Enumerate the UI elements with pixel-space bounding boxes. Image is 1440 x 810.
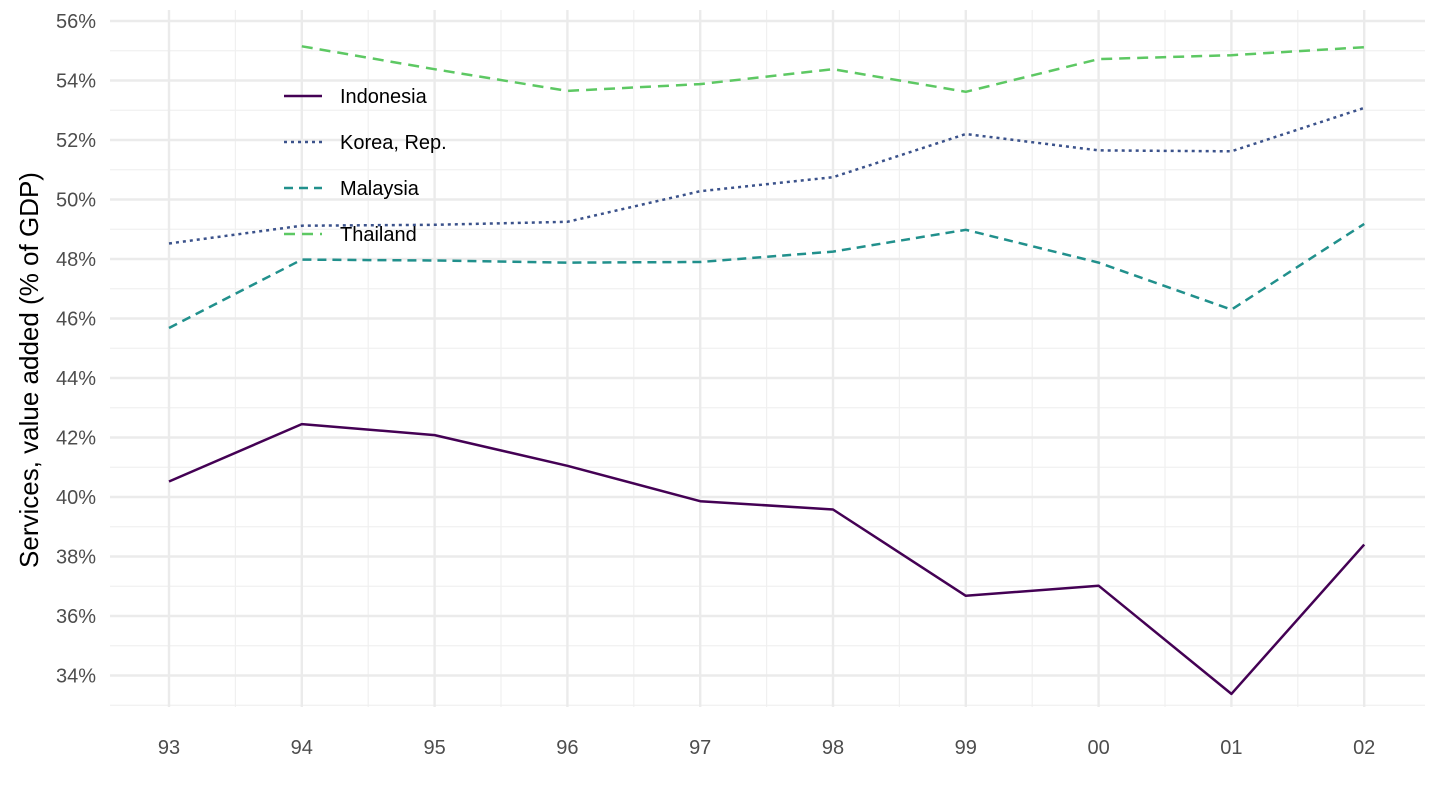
y-tick-label: 42% — [56, 428, 96, 450]
y-tick-label: 52% — [56, 130, 96, 152]
y-tick-label: 38% — [56, 547, 96, 569]
x-tick-label: 98 — [822, 737, 844, 759]
series-line-indonesia — [168, 422, 1366, 696]
y-tick-label: 46% — [56, 309, 96, 331]
y-tick-label: 50% — [56, 190, 96, 212]
legend: Indonesia Korea, Rep. Malaysia Thailand — [284, 86, 447, 246]
series-line-korea-rep — [168, 106, 1365, 245]
legend-label-thailand: Thailand — [340, 224, 417, 246]
series-line-malaysia — [168, 222, 1365, 330]
series-lines — [168, 45, 1366, 696]
major-gridlines — [110, 10, 1425, 707]
x-tick-label: 01 — [1220, 737, 1242, 759]
x-axis-tick-labels: 93 94 95 96 97 98 99 00 01 02 — [158, 737, 1375, 759]
x-tick-label: 93 — [158, 737, 180, 759]
x-tick-label: 95 — [423, 737, 445, 759]
y-tick-label: 56% — [56, 11, 96, 33]
legend-label-korea-rep: Korea, Rep. — [340, 132, 447, 154]
x-tick-label: 97 — [689, 737, 711, 759]
x-tick-label: 02 — [1353, 737, 1375, 759]
x-tick-label: 94 — [291, 737, 313, 759]
x-tick-label: 96 — [556, 737, 578, 759]
y-axis-tick-labels: 34% 36% 38% 40% 42% 44% 46% 48% 50% 52% 54% 56% — [56, 11, 96, 688]
y-tick-label: 44% — [56, 368, 96, 390]
y-tick-label: 36% — [56, 606, 96, 628]
x-tick-label: 00 — [1087, 737, 1109, 759]
legend-label-malaysia: Malaysia — [340, 178, 420, 200]
y-axis-title: Services, value added (% of GDP) — [14, 172, 44, 568]
y-tick-label: 54% — [56, 71, 96, 93]
minor-gridlines — [110, 10, 1425, 707]
y-tick-label: 40% — [56, 487, 96, 509]
legend-label-indonesia: Indonesia — [340, 86, 428, 108]
y-tick-label: 48% — [56, 249, 96, 271]
x-tick-label: 99 — [955, 737, 977, 759]
y-tick-label: 34% — [56, 666, 96, 688]
